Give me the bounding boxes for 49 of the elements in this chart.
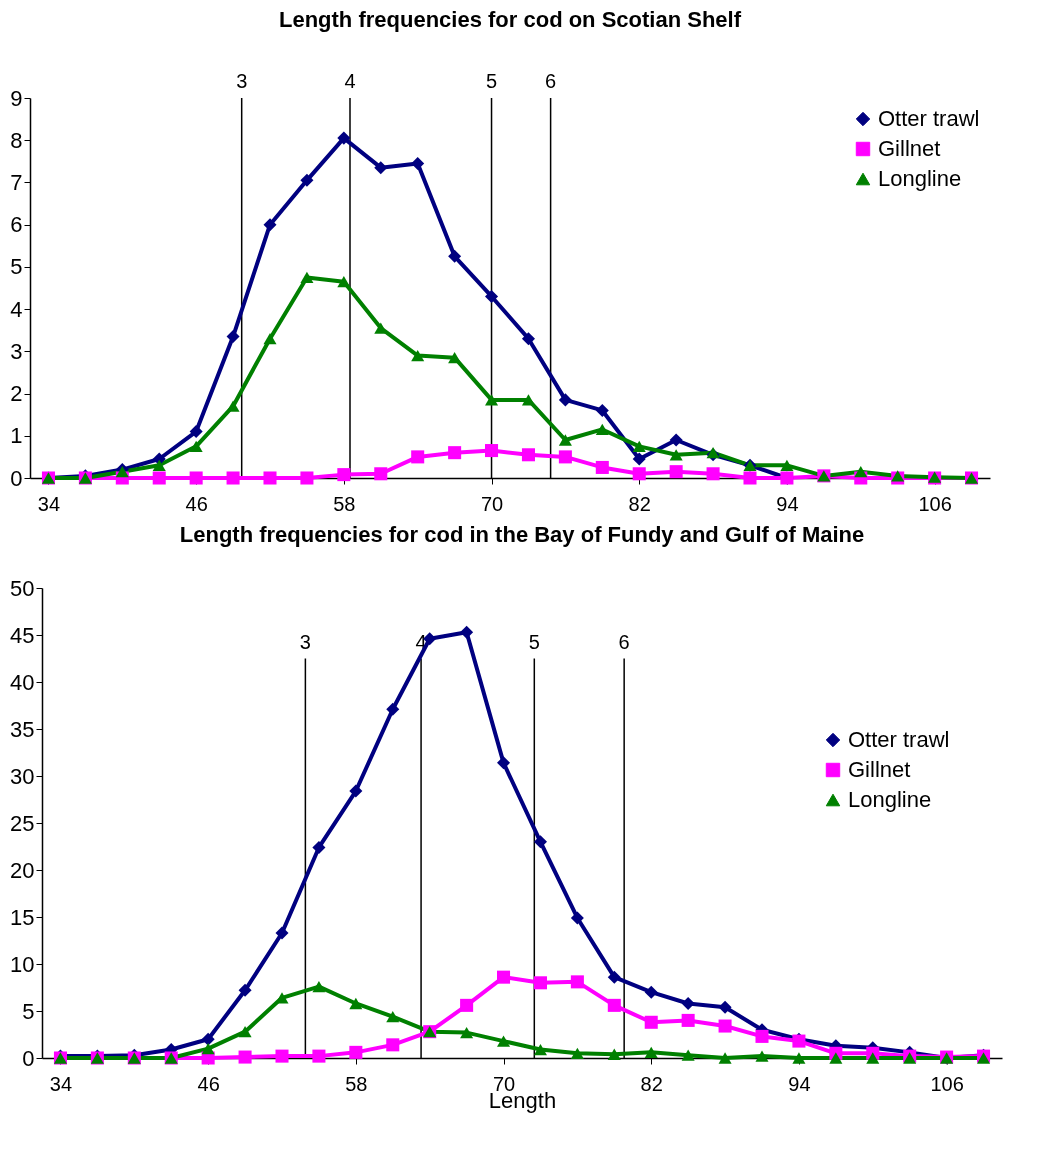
- x-tick-label: 94: [788, 1072, 811, 1095]
- y-tick-label: 8: [10, 127, 23, 153]
- y-tick-label: 25: [10, 810, 35, 836]
- y-tick-label: 0: [10, 465, 23, 491]
- y-tick-label: 3: [10, 338, 23, 364]
- y-tick-label: 5: [10, 254, 23, 280]
- y-tick-label: 0: [22, 1045, 35, 1071]
- x-tick-label: 46: [185, 492, 208, 515]
- y-tick-label: 35: [10, 716, 35, 742]
- y-tick-label: 6: [10, 212, 23, 238]
- y-tick-label: 2: [10, 381, 23, 407]
- y-tick-label: 10: [10, 951, 35, 977]
- y-tick-label: 15: [10, 904, 35, 930]
- x-tick-label: 34: [49, 1072, 73, 1095]
- y-tick-label: 4: [10, 296, 23, 322]
- chart-title: Length frequencies for cod on Scotian Shelf: [278, 7, 742, 32]
- x-tick-label: 46: [197, 1072, 220, 1095]
- y-tick-label: 40: [10, 669, 35, 695]
- annotation: 5: [528, 630, 540, 653]
- x-tick-label: 94: [776, 492, 799, 515]
- y-tick-label: 30: [10, 763, 35, 789]
- x-tick-label: 70: [480, 492, 504, 515]
- legend-label: Gillnet: [878, 136, 941, 161]
- annotation: 5: [485, 70, 498, 92]
- annotation: 3: [299, 630, 311, 653]
- legend-label: Longline: [848, 787, 932, 812]
- x-tick-label: 82: [628, 492, 651, 515]
- y-tick-label: 1: [10, 423, 23, 449]
- legend-label: Otter trawl: [878, 106, 980, 131]
- legend-label: Otter trawl: [848, 727, 950, 752]
- y-tick-label: 7: [10, 169, 23, 195]
- y-tick-label: 45: [10, 622, 35, 648]
- x-tick-label: 58: [333, 492, 356, 515]
- legend-label: Gillnet: [848, 757, 911, 782]
- x-tick-label: 82: [640, 1072, 663, 1095]
- annotation: 4: [344, 70, 356, 92]
- annotation: 6: [545, 70, 557, 92]
- x-tick-label: 106: [918, 492, 952, 515]
- legend-label: Longline: [878, 166, 962, 191]
- y-tick-label: 50: [10, 575, 35, 601]
- x-tick-label: 58: [345, 1072, 368, 1095]
- x-tick-label: 34: [37, 492, 61, 515]
- chart-title: Length frequencies for cod in the Bay of Fundy and Gulf of Maine: [179, 522, 865, 547]
- y-tick-label: 5: [22, 998, 35, 1024]
- annotation: 3: [236, 70, 248, 92]
- y-tick-label: 20: [10, 857, 35, 883]
- annotation: 6: [618, 630, 630, 653]
- y-tick-label: 9: [10, 85, 23, 111]
- x-tick-label: 106: [930, 1072, 964, 1095]
